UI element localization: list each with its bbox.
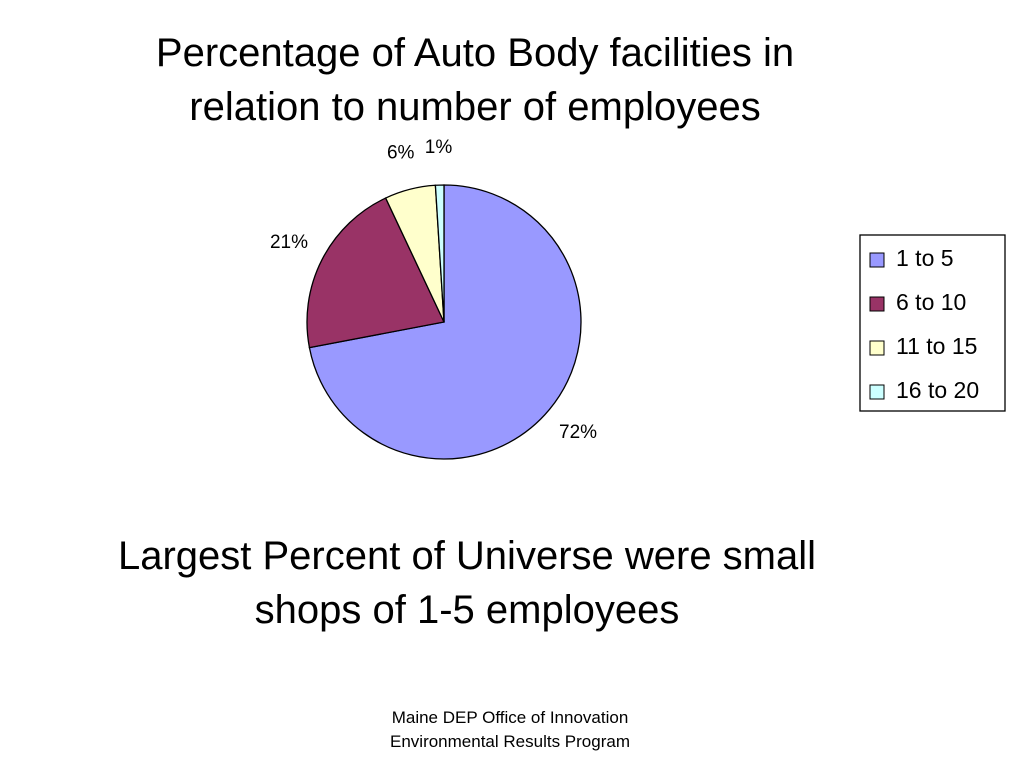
data-label: 21% xyxy=(270,232,308,253)
legend-label: 16 to 20 xyxy=(896,377,979,403)
data-label: 72% xyxy=(559,422,597,443)
footer-line: Environmental Results Program xyxy=(390,732,630,751)
footer: Maine DEP Office of Innovation Environme… xyxy=(330,706,690,754)
legend-label: 6 to 10 xyxy=(896,289,966,315)
legend-label: 1 to 5 xyxy=(896,245,954,271)
legend-box xyxy=(859,234,1006,412)
chart: 72% 21% 6% 1% 1 to 5 6 to 10 11 to 15 16 to 20 xyxy=(270,137,1006,460)
legend-swatch xyxy=(869,296,885,312)
pie-slice xyxy=(434,184,445,323)
legend-label: 11 to 15 xyxy=(896,333,977,359)
legend-swatch xyxy=(869,340,885,356)
data-label: 6% xyxy=(387,142,415,163)
legend-swatch xyxy=(869,384,885,400)
data-label: 1% xyxy=(425,137,453,158)
pie-slice xyxy=(306,197,445,349)
legend-swatch xyxy=(869,252,885,268)
pie-slice xyxy=(308,184,582,460)
chart-title: Percentage of Auto Body facilities in re… xyxy=(155,31,795,129)
caption: Largest Percent of Universe were small s… xyxy=(117,534,817,632)
footer-line: Maine DEP Office of Innovation xyxy=(391,708,629,727)
